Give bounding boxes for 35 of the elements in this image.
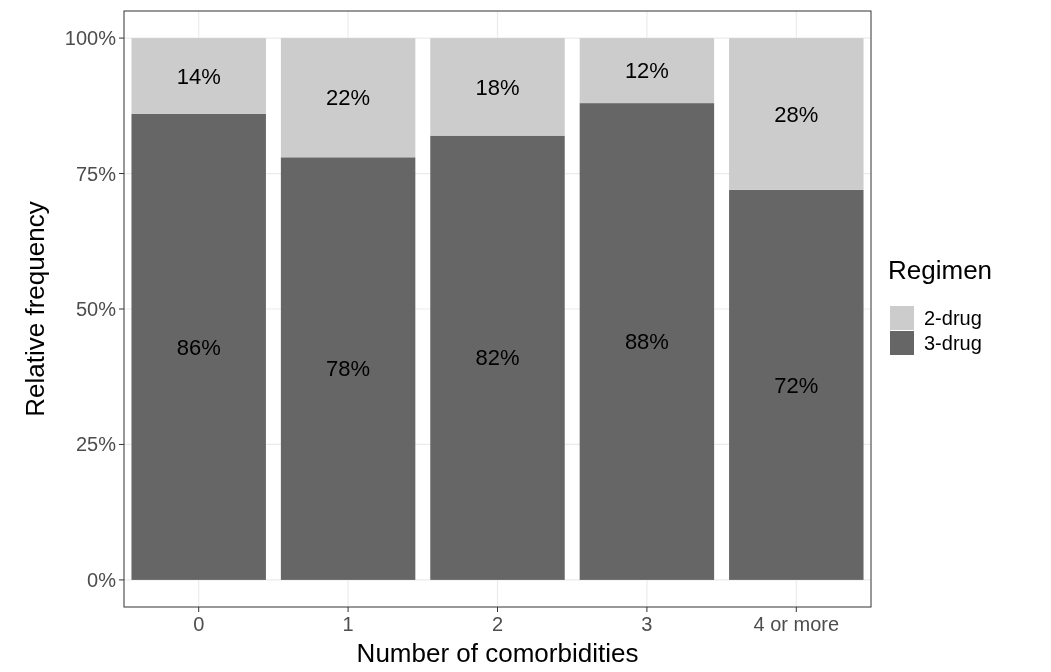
x-tick-label: 4 or more [753, 613, 840, 635]
data-label: 14% [176, 63, 221, 89]
data-label: 78% [326, 356, 371, 382]
y-axis-title: Relative frequency [20, 201, 50, 417]
data-label: 88% [624, 329, 669, 355]
x-tick-label: 1 [342, 613, 354, 635]
bar [280, 157, 416, 580]
data-label: 12% [624, 58, 669, 84]
bar [579, 38, 715, 104]
x-tick-label: 3 [641, 613, 653, 635]
data-label: 18% [475, 74, 520, 100]
x-axis-title: Number of comorbidities [356, 638, 639, 668]
bar [430, 135, 565, 580]
bar [729, 38, 864, 190]
y-tick-label: 0% [87, 568, 117, 591]
bar [131, 113, 266, 580]
data-label: 82% [475, 345, 520, 371]
legend-title: Regimen [888, 255, 993, 285]
data-label: 86% [176, 334, 221, 360]
legend-label: 3-drug [924, 332, 982, 354]
y-tick-label: 75% [75, 162, 117, 185]
data-label: 22% [326, 85, 371, 111]
legend-label: 2-drug [924, 307, 982, 329]
x-tick-label: 0 [193, 613, 205, 635]
data-label: 28% [774, 101, 819, 127]
bar [579, 103, 715, 580]
data-label: 72% [774, 372, 819, 398]
bar [131, 38, 266, 114]
y-tick-label: 50% [75, 298, 117, 320]
y-tick-label: 25% [75, 433, 117, 456]
bar [729, 189, 864, 580]
x-tick-label: 2 [491, 613, 504, 635]
y-tick-label: 100% [64, 27, 117, 50]
bar [280, 38, 416, 158]
bar [430, 38, 565, 136]
